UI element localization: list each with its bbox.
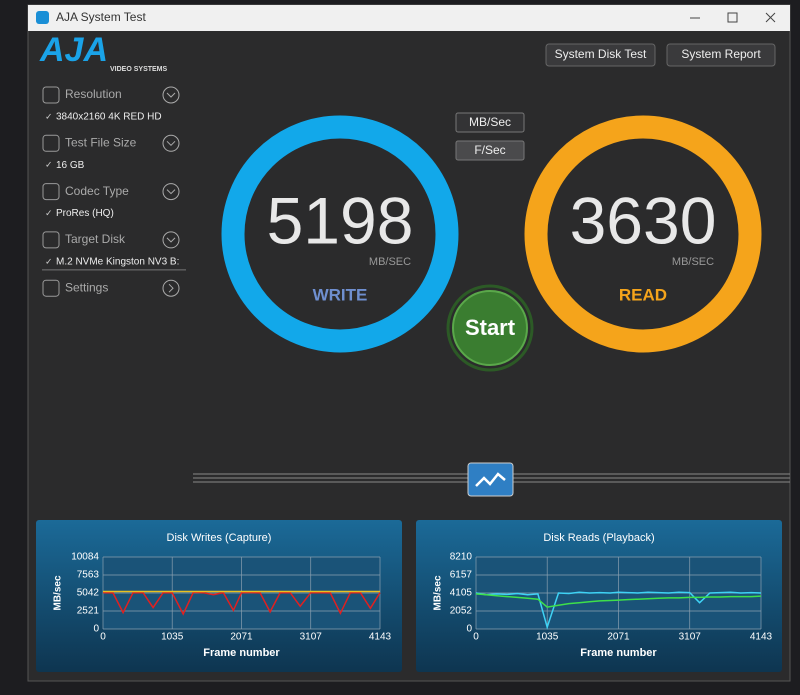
chevron [166, 140, 176, 147]
expand-button[interactable] [162, 86, 180, 104]
expand-button[interactable] [162, 183, 180, 201]
y-tick-label: 2052 [450, 606, 473, 617]
check: ✓ [45, 160, 53, 170]
sidebar-label[interactable]: Settings [65, 280, 108, 294]
start-halo [446, 284, 534, 372]
check: ✓ [45, 111, 53, 121]
x-axis-label: Frame number [580, 647, 657, 659]
check: ✓ [45, 256, 53, 266]
title-bar [28, 5, 790, 31]
app-icon [36, 11, 49, 24]
maximize[interactable] [727, 12, 738, 23]
sidebar-label[interactable]: Resolution [65, 87, 122, 101]
logo-tagline: VIDEO SYSTEMS [110, 66, 168, 73]
button-label: System Report [681, 47, 761, 61]
expand-button[interactable] [162, 231, 180, 249]
expand-button[interactable] [162, 279, 180, 297]
y-tick-label: 5042 [77, 588, 100, 599]
sidebar-icon [42, 86, 60, 104]
series-line [475, 591, 762, 630]
gauge-value: 3630 [570, 183, 717, 257]
x-tick-label: 1035 [161, 632, 184, 643]
sidebar-icon [42, 231, 60, 249]
sidebar-label[interactable]: Codec Type [65, 184, 129, 198]
sidebar-value: M.2 NVMe Kingston NV3 B: [56, 257, 179, 268]
y-axis-label: MB/sec [433, 575, 444, 610]
button[interactable] [666, 43, 776, 67]
start-button[interactable] [452, 290, 528, 366]
graph-toggle[interactable] [467, 462, 514, 497]
chevron [166, 92, 176, 98]
x-tick-label: 2071 [607, 632, 630, 643]
y-tick-label: 6157 [450, 570, 473, 581]
unit-label: F/Sec [474, 143, 505, 157]
x-tick-label: 3107 [300, 632, 323, 643]
y-tick-label: 10084 [71, 552, 99, 563]
logo-brand: AJA [39, 31, 108, 69]
unit-label: MB/Sec [469, 115, 511, 129]
close[interactable] [765, 12, 776, 23]
series-line [475, 593, 762, 608]
start-label: Start [465, 315, 516, 340]
unit-button[interactable] [455, 112, 525, 133]
x-axis-label: Frame number [203, 647, 280, 659]
x-tick-label: 0 [473, 632, 479, 643]
gauge-ring [221, 115, 459, 353]
y-axis-label: MB/sec [53, 575, 64, 610]
y-tick-label: 4105 [450, 588, 473, 599]
graph-icon [475, 472, 506, 487]
x-tick-label: 0 [100, 632, 106, 643]
sidebar-icon [42, 279, 60, 297]
x-tick-label: 4143 [750, 632, 773, 643]
y-tick-label: 2521 [77, 606, 100, 617]
sidebar-label[interactable]: Test File Size [65, 135, 137, 149]
x-tick-label: 1035 [536, 632, 559, 643]
x-tick-label: 4143 [369, 632, 392, 643]
y-tick-label: 7563 [77, 570, 100, 581]
sidebar-label[interactable]: Target Disk [65, 232, 126, 246]
chevron [166, 237, 176, 243]
gauge-value: 5198 [267, 183, 414, 257]
chart-title: Disk Writes (Capture) [167, 532, 272, 544]
series-line [102, 591, 381, 616]
x-tick-label: 3107 [679, 632, 702, 643]
y-tick-label: 8210 [450, 552, 473, 563]
expand-button[interactable] [162, 134, 180, 152]
sidebar-icon [42, 134, 60, 152]
y-tick-label: 0 [93, 624, 99, 635]
sidebar-value: ProRes (HQ) [56, 208, 114, 219]
check: ✓ [45, 208, 53, 218]
button-label: System Disk Test [555, 47, 647, 61]
x-tick-label: 2071 [230, 632, 253, 643]
button[interactable] [545, 43, 656, 67]
gauge-unit: MB/SEC [369, 256, 411, 268]
chevron [166, 189, 176, 195]
sidebar-value: 3840x2160 4K RED HD [56, 112, 162, 123]
sidebar-icon [42, 183, 60, 201]
window-title: AJA System Test [56, 10, 146, 24]
gauge-ring [524, 115, 762, 353]
unit-button[interactable] [455, 140, 525, 161]
chevron [168, 283, 174, 293]
gauge-unit: MB/SEC [672, 256, 714, 268]
gauge-label: WRITE [313, 285, 368, 304]
y-tick-label: 0 [466, 624, 472, 635]
gauge-label: READ [619, 285, 667, 304]
chart-title: Disk Reads (Playback) [543, 532, 654, 544]
sidebar-value: 16 GB [56, 160, 85, 171]
